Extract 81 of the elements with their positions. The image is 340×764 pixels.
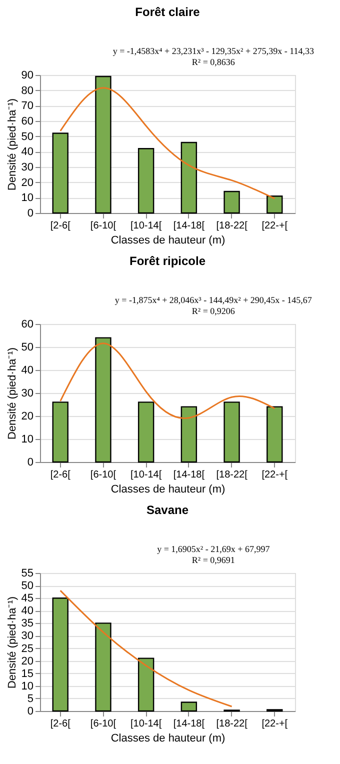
- bar: [180, 406, 198, 463]
- text: y = -1,875x⁴ + 28,046x³ - 144,49x² + 290,45x - 145,67: [114, 295, 312, 305]
- y-tick-label: 20: [21, 655, 34, 668]
- y-tick-label: 30: [21, 162, 34, 174]
- x-tick-label: [10-14[: [130, 220, 162, 232]
- y-tick-label: 40: [21, 605, 34, 618]
- y-tick-label: 70: [21, 100, 34, 112]
- x-tick-label: [6-10[: [90, 470, 116, 480]
- y-tick-label: 10: [21, 192, 34, 204]
- y-tick-label: 40: [21, 364, 34, 376]
- y-tick-label: 0: [27, 706, 34, 718]
- y-tick-label: 10: [21, 680, 34, 692]
- line-series: [60, 87, 276, 200]
- y-tick-label: 90: [21, 70, 34, 82]
- x-tick-label: [10-14[: [130, 718, 162, 730]
- chart-title: Savane: [146, 503, 189, 517]
- bar: [180, 702, 198, 712]
- text: R² = 0,9206: [192, 306, 236, 316]
- y-tick-label: 30: [21, 630, 34, 642]
- y-tick-label: 45: [21, 592, 34, 605]
- bar: [138, 658, 154, 712]
- x-tick-label: [14-18[: [173, 718, 205, 730]
- y-tick-label: 15: [21, 668, 34, 680]
- bar: [180, 142, 198, 214]
- x-tick-label: [18-22[: [216, 220, 248, 232]
- x-tick-label: [22-+[: [262, 220, 288, 232]
- y-tick-label: 25: [21, 642, 34, 655]
- y-tick-label: 20: [21, 410, 34, 422]
- x-axis-title: Classes de hauteur (m): [110, 234, 226, 246]
- y-tick-label: 55: [21, 568, 34, 580]
- x-tick-label: [18-22[: [216, 470, 248, 480]
- y-tick-label: 60: [21, 318, 34, 330]
- bar: [52, 597, 68, 712]
- y-tick-label: 50: [21, 580, 34, 592]
- text: y = 1,6905x² - 21,69x + 67,997: [157, 544, 270, 554]
- y-tick-label: 0: [27, 456, 34, 468]
- y-tick-label: 35: [21, 618, 34, 630]
- bar: [95, 76, 112, 214]
- bar: [52, 402, 68, 463]
- x-tick-label: [10-14[: [130, 470, 162, 480]
- y-tick-label: 50: [21, 130, 34, 143]
- x-tick-label: [18-22[: [216, 718, 248, 730]
- y-axis-title: Densité (pied·ha⁻¹): [6, 98, 18, 191]
- y-tick-label: 40: [21, 146, 34, 158]
- bar: [138, 148, 154, 214]
- x-tick-label: [2-6[: [50, 470, 71, 480]
- bar: [95, 337, 112, 463]
- x-tick-label: [2-6[: [50, 220, 71, 232]
- x-tick-label: [6-10[: [90, 220, 116, 232]
- y-tick-label: 30: [21, 388, 34, 400]
- x-axis-title: Classes de hauteur (m): [110, 484, 226, 496]
- x-tick-label: [6-10[: [90, 718, 116, 730]
- x-tick-label: [22-+[: [262, 470, 288, 480]
- line-series: [60, 590, 233, 708]
- y-tick-label: 10: [21, 434, 34, 446]
- bar: [266, 406, 283, 463]
- bar: [266, 196, 283, 214]
- text: R² = 0,8636: [192, 57, 236, 67]
- bar: [224, 190, 240, 214]
- y-tick-label: 5: [27, 692, 34, 705]
- x-tick-label: [22-+[: [262, 718, 288, 730]
- y-tick-label: 60: [21, 116, 34, 128]
- chart-title: Forêt ripicole: [129, 254, 206, 268]
- x-axis-title: Classes de hauteur (m): [110, 732, 226, 744]
- y-tick-label: 20: [21, 176, 34, 189]
- bar: [138, 402, 154, 463]
- bar: [52, 132, 68, 214]
- x-tick-label: [14-18[: [173, 220, 205, 232]
- y-tick-label: 80: [21, 84, 34, 97]
- y-tick-label: 0: [27, 208, 34, 220]
- text: R² = 0,9691: [192, 555, 235, 565]
- y-axis-title: Densité (pied·ha⁻¹): [6, 596, 18, 689]
- chart-title: Forêt claire: [135, 5, 200, 19]
- x-tick-label: [14-18[: [173, 470, 205, 480]
- line-series: [60, 342, 276, 419]
- bar: [224, 402, 240, 463]
- y-axis-title: Densité (pied·ha⁻¹): [6, 347, 18, 440]
- y-tick-label: 50: [21, 342, 34, 354]
- x-tick-label: [2-6[: [50, 718, 71, 730]
- bar: [95, 622, 112, 712]
- text: y = -1,4583x⁴ + 23,231x³ - 129,35x² + 275,39x - 114,33: [112, 46, 314, 56]
